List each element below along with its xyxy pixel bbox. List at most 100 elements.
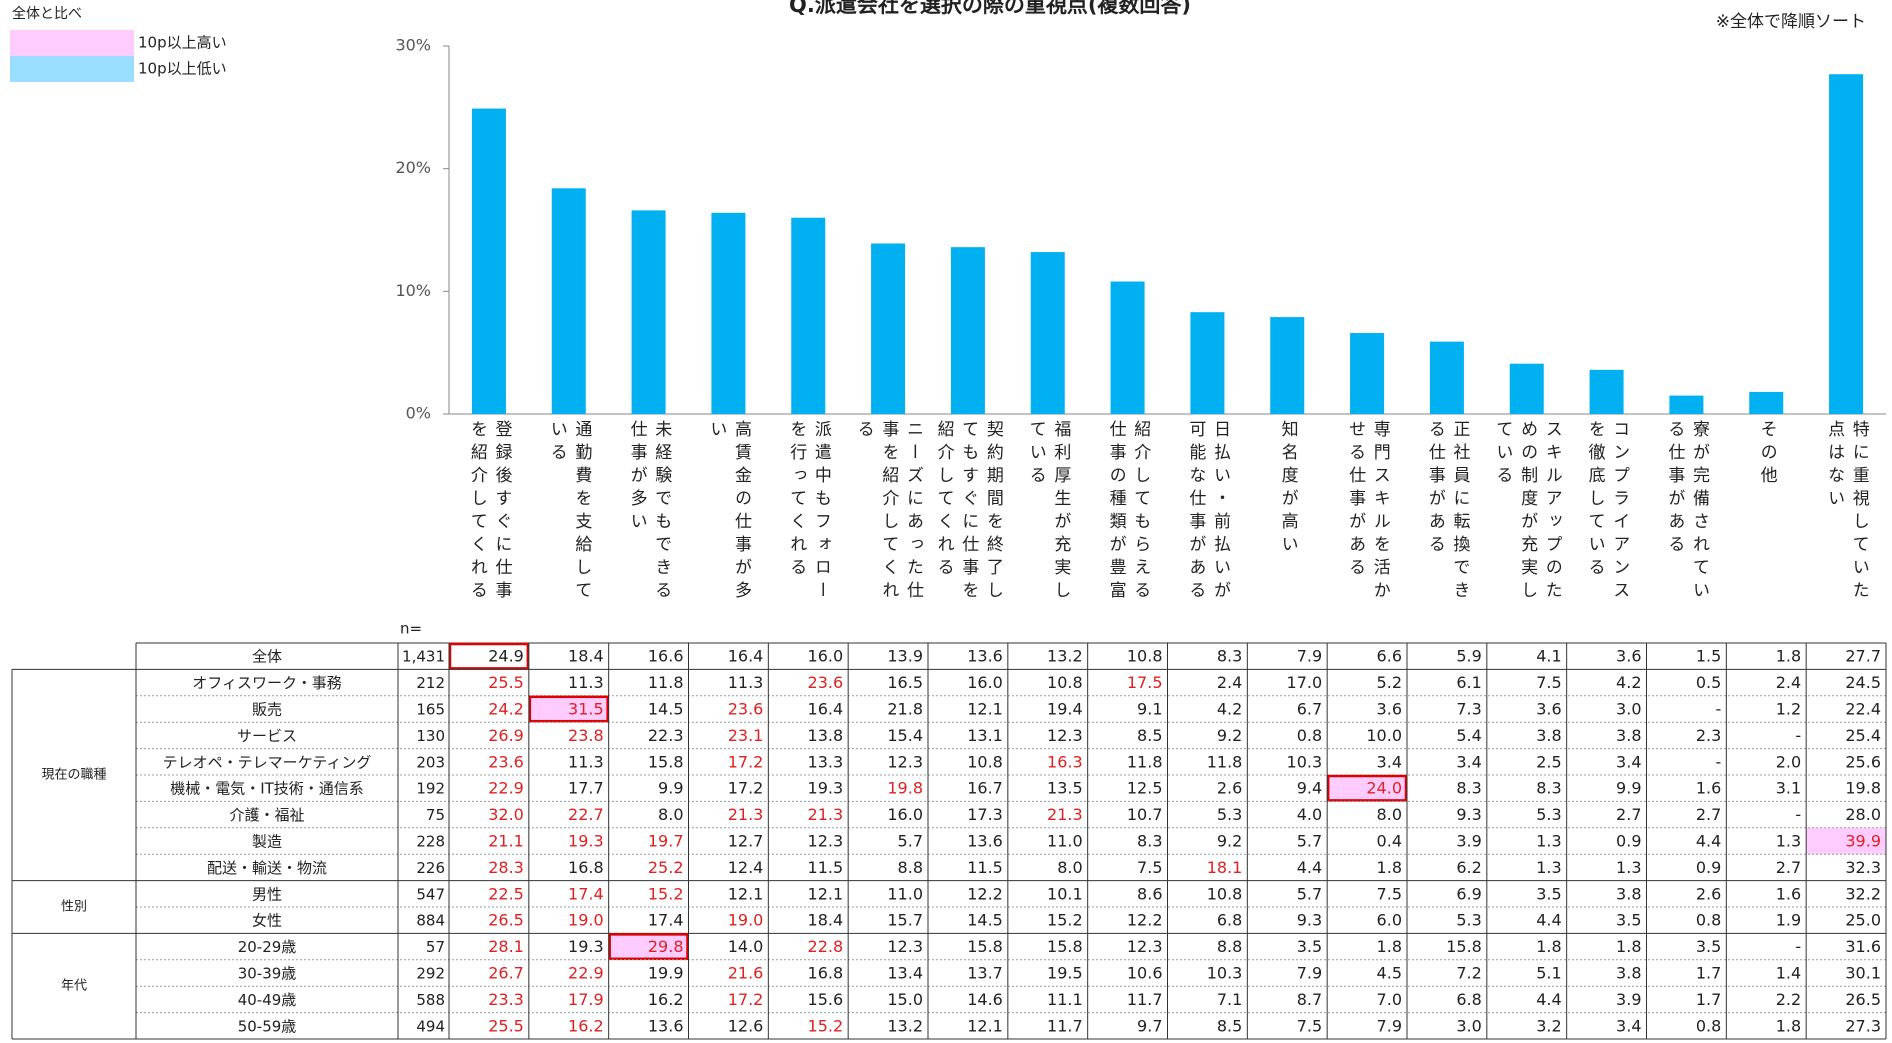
table-cell: 10.8 <box>1127 647 1163 666</box>
bar <box>1589 369 1624 414</box>
table-cell: 24.9 <box>488 647 524 666</box>
table-cell: 22.9 <box>568 964 604 983</box>
table-cell: 8.7 <box>1297 990 1322 1009</box>
table-cell: 9.9 <box>1616 779 1641 798</box>
table-cell: 30.1 <box>1845 964 1881 983</box>
legend-swatch <box>10 30 134 56</box>
group-label: 性別 <box>61 900 87 915</box>
cell-highlight <box>528 695 609 723</box>
table-cell: 3.8 <box>1536 726 1561 745</box>
table-cell: 19.7 <box>648 832 684 851</box>
table-cell: 4.2 <box>1217 700 1242 719</box>
table-cell: 0.8 <box>1297 726 1322 745</box>
y-tick-label: 0% <box>406 404 431 423</box>
category-label-box: 通勤費を支給している <box>529 420 609 625</box>
note: ※全体で降順ソート <box>1716 12 1866 32</box>
table-cell: 6.0 <box>1377 911 1402 930</box>
bar <box>631 210 666 414</box>
table-cell: 0.9 <box>1696 858 1721 877</box>
table-cell: 16.3 <box>1047 752 1083 771</box>
row-label: 販売 <box>252 701 282 719</box>
table-cell: 3.5 <box>1696 937 1721 956</box>
cell-highlight <box>1327 775 1407 802</box>
table-cell: 16.4 <box>728 647 764 666</box>
table-cell: 8.3 <box>1217 647 1242 666</box>
table-cell: 12.1 <box>967 700 1003 719</box>
table-cell: 27.3 <box>1845 1016 1881 1035</box>
table-cell: 2.7 <box>1616 805 1641 824</box>
table-cell: 27.7 <box>1845 647 1881 666</box>
table-cell: 7.9 <box>1297 964 1322 983</box>
x-tick-label: 派遣中もフォローを行ってくれる <box>786 420 831 604</box>
table-cell: 13.5 <box>1047 779 1083 798</box>
table-cell: 13.2 <box>1047 647 1083 666</box>
table-cell: 16.5 <box>887 673 923 692</box>
legend-swatch <box>10 56 134 82</box>
row-label: 女性 <box>252 912 282 930</box>
table-cell: 12.4 <box>728 858 764 877</box>
table-cell: 16.0 <box>967 673 1003 692</box>
table-cell: 17.2 <box>728 990 764 1009</box>
legend-label: 10p以上高い <box>138 34 227 52</box>
table-cell: 15.4 <box>887 726 923 745</box>
x-tick-label: スキルアップのための制度が充実している <box>1492 420 1562 604</box>
cell-highlight <box>608 933 689 960</box>
table-cell: 5.7 <box>1297 832 1322 851</box>
table-cell: 13.6 <box>967 647 1003 666</box>
table-cell: 2.0 <box>1776 752 1801 771</box>
table-cell: 7.9 <box>1297 647 1322 666</box>
legend-label: 10p以上低い <box>138 60 227 78</box>
category-label-box: 福利厚生が充実している <box>1008 420 1088 625</box>
table-cell: 8.0 <box>658 805 683 824</box>
table-cell: 13.6 <box>648 1016 684 1035</box>
table-cell: 0.5 <box>1696 673 1721 692</box>
table-cell: 15.2 <box>648 884 684 903</box>
table-cell: 19.8 <box>1845 779 1881 798</box>
table-cell: 1.7 <box>1696 964 1721 983</box>
table-cell: 1.3 <box>1536 858 1561 877</box>
row-label: サービス <box>237 727 297 745</box>
table-cell: 3.6 <box>1616 647 1641 666</box>
table-cell: 11.8 <box>648 673 684 692</box>
legend-title: 全体と比べ <box>12 5 82 22</box>
category-label-box: 高賃金の仕事が多い <box>689 420 769 625</box>
x-tick-label: 通勤費を支給している <box>546 420 592 604</box>
table-cell: 2.6 <box>1217 779 1242 798</box>
table-cell: 10.8 <box>1207 884 1243 903</box>
table-cell: 19.3 <box>808 779 844 798</box>
table-cell: 11.0 <box>887 884 923 903</box>
row-label: 40-49歳 <box>238 991 297 1009</box>
table-cell: 11.5 <box>808 858 844 877</box>
table-cell: 21.3 <box>808 805 844 824</box>
table-cell: 19.0 <box>728 911 764 930</box>
table-cell: 26.5 <box>488 911 524 930</box>
table-cell: 10.0 <box>1366 726 1402 745</box>
table-cell: 4.4 <box>1696 832 1721 851</box>
table-cell: 24.0 <box>1366 779 1402 798</box>
table-cell: 14.0 <box>728 937 764 956</box>
x-tick-label: ニーズにあった仕事を紹介してくれる <box>853 420 924 604</box>
table-cell: 16.4 <box>808 700 844 719</box>
x-tick-label: 登録後すぐに仕事を紹介してくれる <box>466 420 512 604</box>
table-cell: 1.3 <box>1536 832 1561 851</box>
table-cell: 25.6 <box>1845 752 1881 771</box>
table-cell: 19.4 <box>1047 700 1083 719</box>
row-n: 292 <box>416 965 445 983</box>
table-cell: 15.0 <box>887 990 923 1009</box>
table-cell: 25.5 <box>488 673 524 692</box>
table-cell: 13.3 <box>808 752 844 771</box>
table-cell: 4.1 <box>1536 647 1561 666</box>
table-cell: 12.2 <box>1127 911 1163 930</box>
category-label-box: 登録後すぐに仕事を紹介してくれる <box>449 420 529 625</box>
table-cell: 19.5 <box>1047 964 1083 983</box>
table-cell: 22.5 <box>488 884 524 903</box>
bar <box>1829 74 1864 415</box>
table-cell: 8.8 <box>898 858 923 877</box>
table-cell: 17.3 <box>967 805 1003 824</box>
table-cell: 12.5 <box>1127 779 1163 798</box>
table-cell: 7.5 <box>1377 884 1402 903</box>
table-cell: 6.6 <box>1377 647 1402 666</box>
category-label-box: 派遣中もフォローを行ってくれる <box>768 420 848 625</box>
